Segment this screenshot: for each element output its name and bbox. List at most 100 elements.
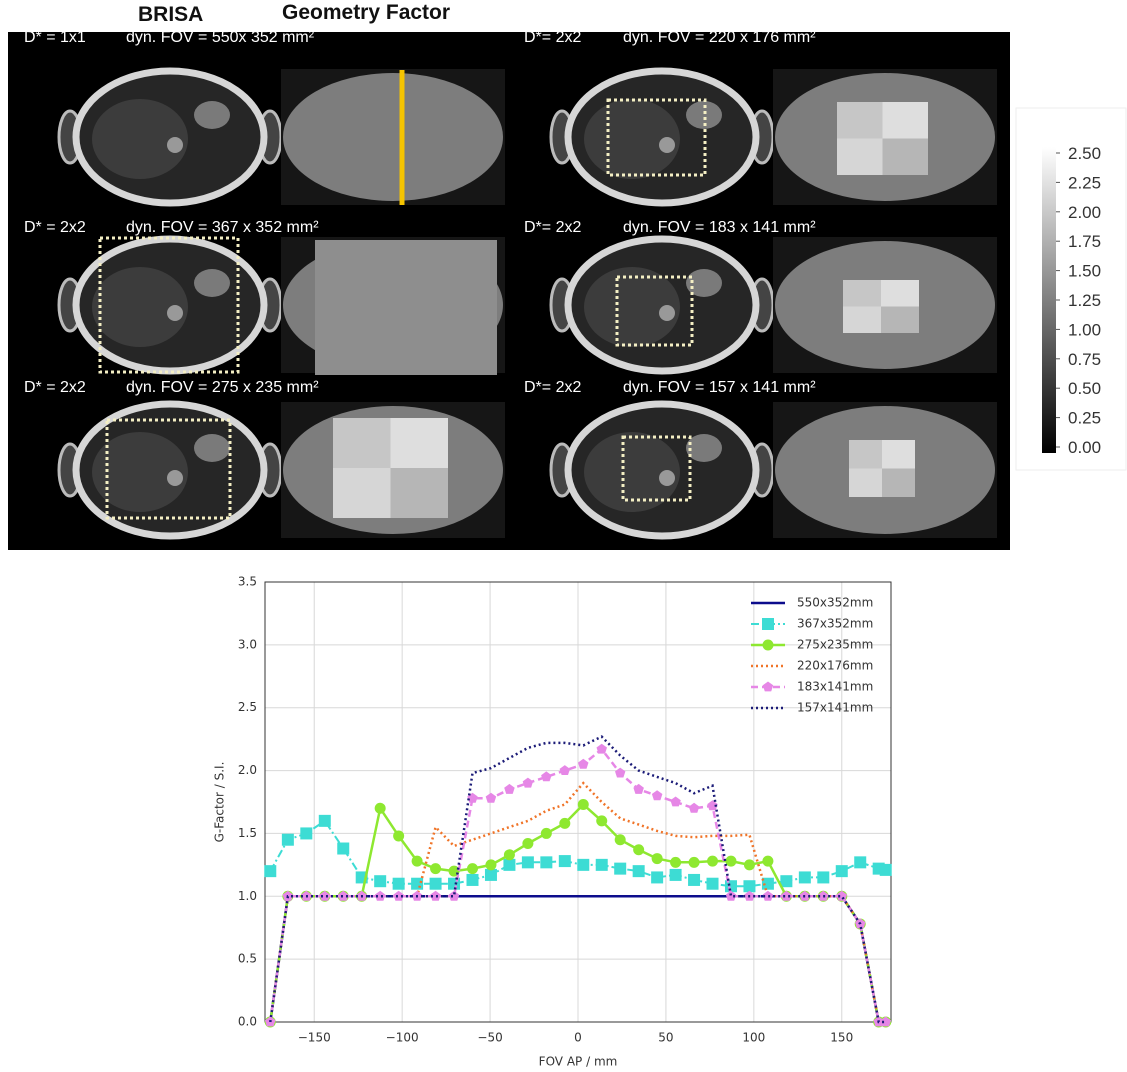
- gmap-region: [406, 308, 497, 376]
- panel-header: Geometry Factor: [282, 1, 450, 24]
- mri-organ: [167, 470, 183, 486]
- x-tick-label: −150: [298, 1031, 331, 1045]
- acceleration-label: D*= 2x2: [524, 219, 581, 236]
- colorbar-tick-label: 0.00: [1068, 438, 1101, 457]
- marker: [466, 874, 478, 886]
- marker: [560, 765, 570, 775]
- legend-label: 550x352mm: [797, 596, 873, 610]
- page: BRISA Geometry Factor D* = 1x1dyn. FOV =…: [0, 0, 1127, 1072]
- gmap-region: [315, 240, 406, 308]
- marker: [540, 856, 552, 868]
- marker: [374, 875, 386, 887]
- marker: [577, 859, 589, 871]
- fov-label: dyn. FOV = 367 x 352 mm²: [126, 219, 319, 236]
- colorbar-tick-label: 0.50: [1068, 379, 1101, 398]
- marker: [743, 880, 755, 892]
- fov-label: dyn. FOV = 157 x 141 mm²: [623, 379, 816, 396]
- marker: [578, 759, 589, 769]
- y-tick-label: 2.5: [238, 700, 257, 714]
- marker: [799, 871, 811, 883]
- marker: [633, 865, 645, 877]
- marker: [449, 891, 460, 901]
- marker: [596, 859, 608, 871]
- legend-label: 220x176mm: [797, 659, 873, 673]
- gmap-body: [283, 73, 503, 201]
- marker: [689, 857, 700, 868]
- gmap-region: [883, 139, 929, 176]
- marker: [615, 768, 625, 778]
- colorbar: [1042, 147, 1056, 453]
- acceleration-label: D* = 1x1: [24, 29, 86, 46]
- colorbar-tick-label: 1.25: [1068, 291, 1101, 310]
- y-tick-label: 3.5: [238, 575, 257, 589]
- marker: [725, 856, 736, 867]
- y-tick-label: 1.0: [238, 889, 257, 903]
- colorbar-tick-label: 0.25: [1068, 409, 1101, 428]
- marker: [559, 855, 571, 867]
- legend-label: 183x141mm: [797, 680, 873, 694]
- marker: [559, 818, 570, 829]
- x-tick-label: −50: [477, 1031, 502, 1045]
- gmap-region: [333, 418, 391, 468]
- mri-organ: [194, 101, 230, 129]
- x-tick-label: 0: [574, 1031, 582, 1045]
- gmap-region: [315, 308, 406, 376]
- marker: [430, 878, 442, 890]
- marker: [412, 856, 423, 867]
- gmap-region: [881, 307, 919, 334]
- marker: [670, 797, 680, 807]
- gmap-region: [837, 139, 883, 176]
- marker: [780, 875, 792, 887]
- legend-label: 275x235mm: [797, 638, 873, 652]
- fov-label: dyn. FOV = 550x 352 mm²: [126, 29, 315, 46]
- line-chart: FOV AP / mm G-Factor / S.I. 0.00.51.01.5…: [213, 575, 892, 1069]
- gmap-region: [406, 240, 497, 308]
- colorbar-tick-label: 2.25: [1068, 173, 1101, 192]
- marker: [707, 856, 718, 867]
- fov-label: dyn. FOV = 220 x 176 mm²: [623, 29, 816, 46]
- marker: [300, 827, 312, 839]
- marker: [264, 865, 276, 877]
- marker: [597, 744, 608, 754]
- mri-organ: [659, 305, 675, 321]
- marker: [763, 682, 773, 692]
- mri-organ: [659, 137, 675, 153]
- marker: [503, 859, 515, 871]
- gmap-region: [333, 468, 391, 518]
- gmap-region: [391, 468, 449, 518]
- marker: [578, 799, 589, 810]
- gmap-region: [882, 440, 915, 469]
- marker: [411, 878, 423, 890]
- gmap-region: [837, 102, 883, 139]
- acceleration-label: D* = 2x2: [24, 379, 86, 396]
- marker: [485, 859, 496, 870]
- legend-label: 367x352mm: [797, 617, 873, 631]
- y-tick-label: 2.0: [238, 763, 257, 777]
- y-tick-label: 0.5: [238, 952, 257, 966]
- marker: [763, 640, 774, 651]
- colorbar-tick-label: 2.00: [1068, 203, 1101, 222]
- marker: [817, 871, 829, 883]
- gmap-region: [391, 418, 449, 468]
- marker: [744, 859, 755, 870]
- colorbar-tick-label: 2.50: [1068, 144, 1101, 163]
- marker: [689, 803, 700, 813]
- mri-organ: [194, 434, 230, 462]
- mri-organ: [167, 305, 183, 321]
- marker: [880, 864, 892, 876]
- marker: [688, 874, 700, 886]
- y-axis-label: G-Factor / S.I.: [213, 762, 227, 843]
- marker: [375, 803, 386, 814]
- x-tick-label: 100: [742, 1031, 765, 1045]
- gmap-region: [849, 469, 882, 498]
- colorbar-tick-label: 1.00: [1068, 320, 1101, 339]
- marker: [393, 830, 404, 841]
- gmap-region: [849, 440, 882, 469]
- figure: BRISA Geometry Factor D* = 1x1dyn. FOV =…: [0, 0, 1127, 1072]
- marker: [596, 815, 607, 826]
- marker: [337, 843, 349, 855]
- image-panel: BRISA Geometry Factor D* = 1x1dyn. FOV =…: [8, 1, 1126, 550]
- marker: [430, 863, 441, 874]
- marker: [615, 834, 626, 845]
- gmap-region: [843, 280, 881, 307]
